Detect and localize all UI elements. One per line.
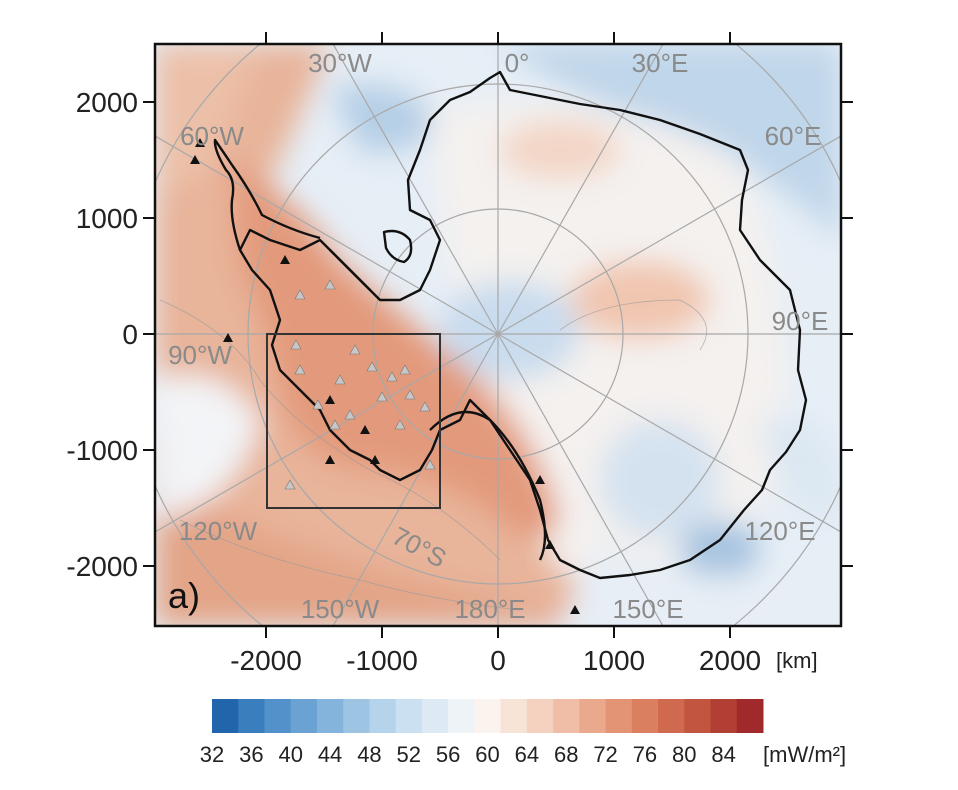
colorbar-tick-label: 36 xyxy=(239,742,263,767)
colorbar-tick-label: 32 xyxy=(200,742,224,767)
colorbar-tick-label: 68 xyxy=(554,742,578,767)
colorbar-tick-label: 52 xyxy=(397,742,421,767)
station-markers xyxy=(190,138,580,614)
colorbar-swatch xyxy=(526,699,554,733)
x-tick-label: -2000 xyxy=(230,645,302,676)
longitude-label: 60°E xyxy=(765,121,822,151)
heat-flow-field: 30°W 0° 30°E 60°W 60°E 90°W 90°E 120°W 1… xyxy=(155,44,841,626)
longitude-label: 30°E xyxy=(632,48,689,78)
y-tick-label: -1000 xyxy=(66,435,138,466)
colorbar-tick-label: 64 xyxy=(515,742,539,767)
antarctica-coastline xyxy=(213,70,808,580)
panel-label: a) xyxy=(168,575,200,616)
study-area-box xyxy=(266,333,441,509)
x-tick-label: 0 xyxy=(490,645,506,676)
colorbar-swatch xyxy=(710,699,738,733)
colorbar-swatch xyxy=(343,699,370,733)
axis-ticks xyxy=(143,32,853,638)
colorbar xyxy=(212,699,764,733)
colorbar-tick-label: 48 xyxy=(357,742,381,767)
colorbar-swatch xyxy=(369,699,397,733)
x-unit-label: [km] xyxy=(776,648,818,673)
longitude-label: 150°W xyxy=(301,594,380,624)
x-tick-label: 1000 xyxy=(583,645,645,676)
colorbar-tick-label: 56 xyxy=(436,742,460,767)
longitude-label: 90°E xyxy=(772,306,829,336)
longitude-label: 150°E xyxy=(612,594,683,624)
colorbar-swatch xyxy=(264,699,292,733)
colorbar-swatch xyxy=(212,699,239,733)
colorbar-swatch xyxy=(631,699,659,733)
colorbar-unit-label: [mW/m²] xyxy=(763,742,846,767)
colorbar-swatch xyxy=(290,699,318,733)
y-tick-label: 0 xyxy=(122,319,138,350)
y-tick-label: 2000 xyxy=(76,87,138,118)
colorbar-swatch xyxy=(553,699,580,733)
y-tick-label: -2000 xyxy=(66,551,138,582)
x-tick-label: 2000 xyxy=(699,645,761,676)
colorbar-swatch xyxy=(395,699,423,733)
colorbar-tick-label: 80 xyxy=(672,742,696,767)
graticule xyxy=(155,44,841,626)
longitude-label: 180°E xyxy=(454,594,525,624)
colorbar-swatch xyxy=(421,699,449,733)
colorbar-swatch xyxy=(448,699,475,733)
colorbar-swatch xyxy=(684,699,712,733)
colorbar-swatch xyxy=(238,699,265,733)
colorbar-tick-label: 60 xyxy=(475,742,499,767)
longitude-label: 60°W xyxy=(180,121,244,151)
longitude-label: 120°W xyxy=(179,516,258,546)
colorbar-swatch xyxy=(474,699,502,733)
longitude-label: 0° xyxy=(505,48,530,78)
x-tick-label: -1000 xyxy=(346,645,418,676)
colorbar-tick-label: 72 xyxy=(593,742,617,767)
colorbar-tick-label: 84 xyxy=(711,742,735,767)
colorbar-swatch xyxy=(658,699,685,733)
colorbar-tick-label: 40 xyxy=(278,742,302,767)
y-tick-label: 1000 xyxy=(76,203,138,234)
colorbar-tick-label: 44 xyxy=(318,742,342,767)
colorbar-swatch xyxy=(316,699,344,733)
colorbar-tick-labels: 32 36 40 44 48 52 56 60 64 68 72 76 80 84 xyxy=(200,742,736,767)
colorbar-swatch xyxy=(736,699,764,733)
longitude-label: 30°W xyxy=(308,48,372,78)
longitude-label: 90°W xyxy=(168,340,232,370)
colorbar-swatch xyxy=(579,699,607,733)
colorbar-swatch xyxy=(500,699,528,733)
longitude-label: 120°E xyxy=(744,516,815,546)
colorbar-swatch xyxy=(605,699,633,733)
colorbar-tick-label: 76 xyxy=(633,742,657,767)
